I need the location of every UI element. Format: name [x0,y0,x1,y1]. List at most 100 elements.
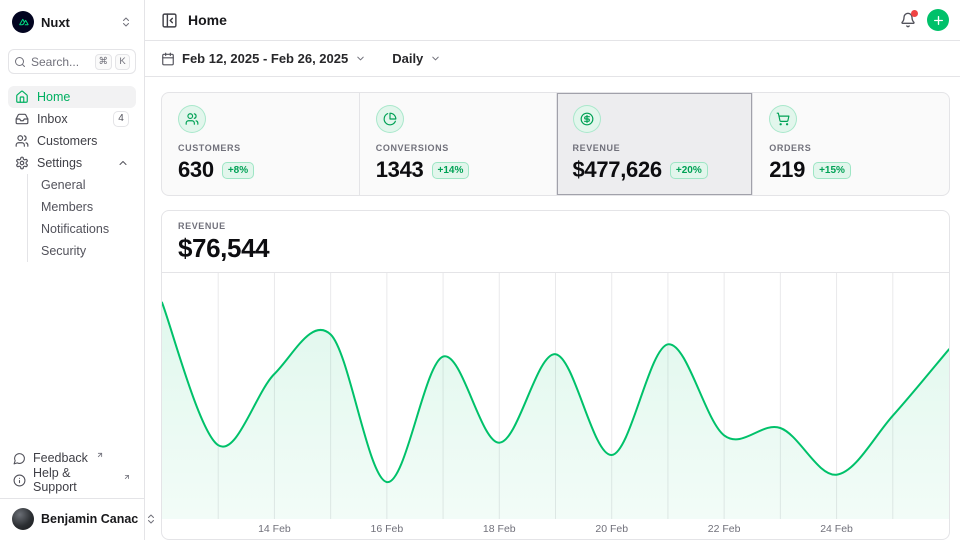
user-avatar [12,508,34,530]
user-menu[interactable]: Benjamin Canac [8,506,155,532]
panel-left-close-icon [162,12,177,28]
home-icon [16,90,28,103]
granularity-label: Daily [392,51,424,66]
message-circle-icon [13,452,25,464]
kbd-k: K [115,53,130,70]
stat-value: 630 [178,157,214,182]
help-support-link[interactable]: Help & Support [8,466,136,494]
page-header: Home [145,0,960,41]
sidebar-item-general[interactable]: General [41,178,86,192]
chart-canvas [162,273,949,519]
granularity-select[interactable]: Daily [392,51,441,66]
dollar-circle-icon [572,105,601,133]
chart-line [162,301,949,484]
sidebar-collapse-button[interactable] [161,12,178,29]
info-circle-icon [13,474,26,486]
stat-card-customers[interactable]: CUSTOMERS 630 +8% [162,93,359,195]
filters-toolbar: Feb 12, 2025 - Feb 26, 2025 Daily [145,41,960,77]
chevron-down-icon [432,56,440,61]
users-icon [15,135,29,147]
nuxt-logo-icon [12,11,34,33]
stat-label: CONVERSIONS [375,143,449,153]
sidebar-footer: Feedback Help & Support Benjamin Canac [0,447,155,532]
chart-current-value: $76,544 [178,233,270,263]
stat-value: 1343 [375,157,424,182]
sidebar-item-customers[interactable]: Customers [8,130,136,152]
chevrons-up-down-icon [120,16,132,28]
user-name: Benjamin Canac [41,512,139,526]
stats-row: CUSTOMERS 630 +8% CONVERSIONS 1343 +14% [161,92,950,196]
stat-delta-badge: +8% [221,161,255,179]
chart-series-label: REVENUE [178,221,226,231]
sidebar-item-label: Home [37,90,71,104]
plus-icon [933,15,943,25]
search-input[interactable] [31,54,85,69]
date-range-picker[interactable]: Feb 12, 2025 - Feb 26, 2025 [161,51,366,66]
chevron-up-icon [117,157,129,169]
settings-sub-list: General Members Notifications Security [27,174,136,262]
sidebar-item-inbox[interactable]: Inbox 4 [8,108,136,130]
pie-chart-icon [375,105,404,133]
page-content: CUSTOMERS 630 +8% CONVERSIONS 1343 +14% [145,77,960,540]
x-axis-tick-label: 16 Feb [370,523,404,535]
users-icon [178,105,206,133]
header-actions [900,9,949,31]
revenue-chart-card: REVENUE $76,544 [161,210,950,540]
external-link-icon [125,474,130,480]
divider [0,498,144,499]
workspace-switcher[interactable]: Nuxt [8,8,136,36]
stat-value: $477,626 [572,157,663,182]
kbd-cmd: ⌘ [94,53,112,70]
sidebar-item-notifications[interactable]: Notifications [41,222,110,236]
x-axis-tick-label: 18 Feb [482,523,516,535]
stat-label: REVENUE [572,143,621,153]
date-range-label: Feb 12, 2025 - Feb 26, 2025 [182,51,349,66]
workspace-name: Nuxt [41,14,70,30]
sidebar-item-settings[interactable]: Settings [8,152,136,174]
stat-delta-badge: +20% [669,161,708,179]
gear-icon [16,156,28,170]
chart-header: REVENUE $76,544 [162,211,949,273]
stat-delta-badge: +15% [813,161,851,179]
sidebar-nav: Home Inbox 4 Customers Settings General [8,86,136,262]
bell-icon [901,12,915,28]
stat-delta-badge: +14% [431,161,470,179]
search-input-wrapper[interactable]: ⌘ K [8,49,136,74]
sidebar-item-label: Inbox [37,112,68,126]
chart-area-fill [162,302,949,519]
sidebar: Nuxt ⌘ K Home Inbox 4 [0,0,155,540]
x-axis-tick-label: 14 Feb [258,523,291,535]
calendar-icon [162,52,174,65]
stat-value: 219 [769,157,806,182]
inbox-icon [15,113,29,125]
sidebar-item-security[interactable]: Security [41,244,87,258]
feedback-label: Feedback [33,451,88,465]
search-icon [15,56,25,67]
revenue-area-chart[interactable] [162,273,949,519]
sidebar-item-label: Customers [37,134,98,148]
feedback-link[interactable]: Feedback [8,447,136,469]
add-button[interactable] [927,9,949,31]
sidebar-item-members[interactable]: Members [41,200,94,214]
main-area: Home Feb 12, 2025 - Feb 26, 2025 Daily [145,0,960,540]
stat-card-orders[interactable]: ORDERS 219 +15% [752,93,949,195]
shopping-cart-icon [769,105,798,133]
inbox-count-badge: 4 [113,111,129,127]
sidebar-item-label: Settings [37,156,83,170]
chevron-down-icon [357,56,364,61]
notification-dot [911,10,918,17]
stat-card-revenue[interactable]: REVENUE $477,626 +20% [555,93,753,195]
external-link-icon [97,452,102,458]
help-support-label: Help & Support [33,466,77,494]
x-axis-tick-label: 20 Feb [595,523,629,535]
stat-card-conversions[interactable]: CONVERSIONS 1343 +14% [358,93,556,195]
stat-label: ORDERS [769,143,812,153]
chevrons-up-down-icon [145,513,157,525]
x-axis-tick-label: 24 Feb [820,523,853,535]
sidebar-item-home[interactable]: Home [8,86,136,108]
x-axis-tick-label: 22 Feb [707,523,741,535]
page-title: Home [188,12,227,28]
chart-x-axis: 14 Feb 16 Feb 18 Feb 20 Feb 22 Feb 24 Feb [162,519,949,539]
notifications-button[interactable] [900,10,918,28]
